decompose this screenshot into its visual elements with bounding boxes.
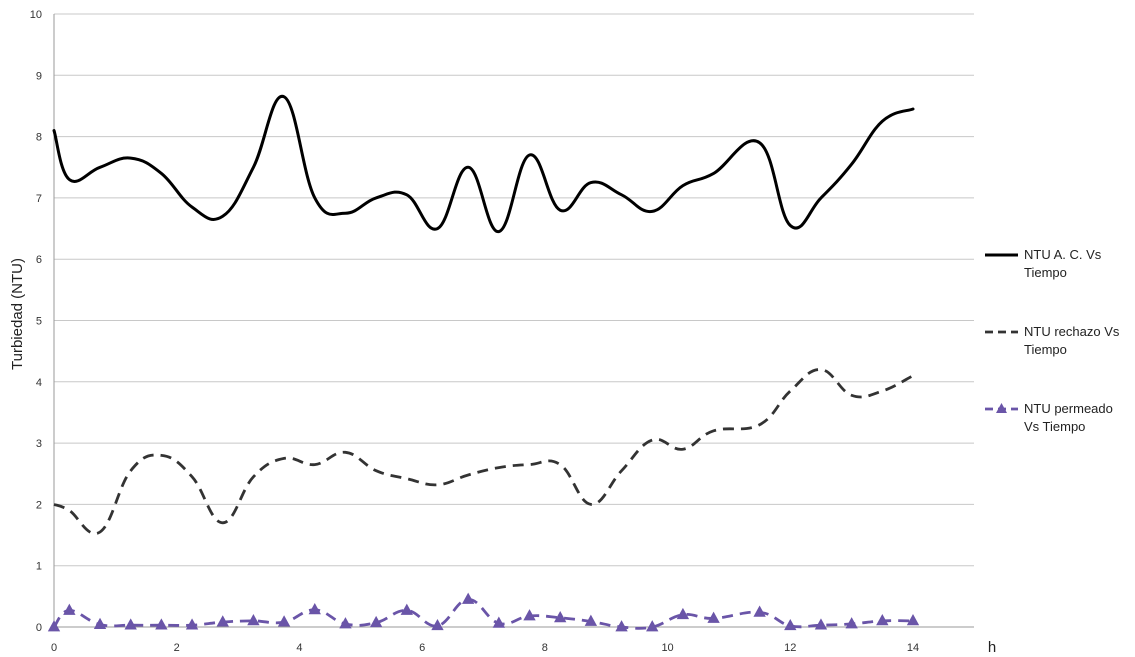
x-tick-label: 14	[907, 642, 919, 654]
data-point-marker	[400, 603, 413, 615]
y-tick-label: 9	[36, 70, 42, 82]
series-line	[52, 597, 914, 630]
data-point-marker	[185, 618, 199, 630]
x-tick-label: 8	[542, 642, 548, 654]
y-tick-label: 4	[36, 377, 42, 389]
data-point-marker	[523, 609, 536, 621]
data-point-marker	[584, 614, 598, 626]
series-3	[47, 592, 920, 632]
legend-marker	[996, 403, 1007, 413]
data-point-marker	[277, 615, 291, 627]
data-point-marker	[615, 620, 628, 632]
series-1	[52, 95, 915, 234]
x-tick-label: 12	[784, 642, 796, 654]
data-point-marker	[369, 615, 383, 628]
data-point-marker	[753, 605, 766, 617]
data-point-marker	[339, 617, 352, 629]
data-point-marker	[906, 614, 920, 626]
x-axis-ticks: 0 2 4 6 8 10 12 14	[51, 642, 919, 654]
data-point-marker	[646, 620, 659, 632]
y-tick-label: 3	[36, 438, 42, 450]
y-tick-label: 7	[36, 193, 42, 205]
x-axis-label: h	[988, 639, 996, 656]
x-tick-label: 10	[661, 642, 673, 654]
legend-label: NTU permeado	[1024, 401, 1113, 416]
series-layer	[47, 95, 920, 632]
data-point-marker	[63, 603, 76, 615]
series-line	[53, 368, 914, 535]
grid	[53, 13, 974, 628]
data-point-marker	[93, 617, 107, 629]
data-point-marker	[247, 614, 260, 626]
series-line	[52, 95, 915, 234]
x-tick-label: 4	[296, 642, 302, 654]
data-point-marker	[216, 615, 229, 627]
y-tick-label: 6	[36, 254, 42, 266]
data-point-marker	[845, 617, 858, 629]
data-point-marker	[461, 592, 475, 604]
data-point-marker	[554, 610, 567, 623]
y-tick-label: 10	[30, 9, 42, 21]
data-point-marker	[784, 618, 797, 631]
legend-label: NTU rechazo Vs	[1024, 324, 1120, 339]
legend-label: NTU A. C. Vs	[1024, 247, 1102, 262]
data-point-marker	[814, 618, 828, 630]
legend-item: NTU rechazo Vs Tiempo	[985, 324, 1120, 357]
series-2	[53, 368, 914, 535]
legend-label: Tiempo	[1024, 342, 1067, 357]
data-point-marker	[47, 620, 61, 632]
data-point-marker	[155, 618, 168, 630]
data-point-marker	[492, 616, 506, 628]
x-tick-label: 6	[419, 642, 425, 654]
x-tick-label: 0	[51, 642, 57, 654]
y-tick-label: 8	[36, 132, 42, 144]
y-tick-label: 5	[36, 316, 42, 328]
data-point-marker	[124, 618, 137, 630]
y-tick-label: 0	[36, 622, 42, 634]
y-tick-label: 1	[36, 561, 42, 573]
legend-label: Vs Tiempo	[1024, 419, 1085, 434]
y-tick-label: 2	[36, 499, 42, 511]
data-point-marker	[308, 603, 321, 615]
data-point-marker	[431, 618, 444, 631]
data-point-marker	[707, 611, 720, 623]
legend-item: NTU permeado Vs Tiempo	[985, 401, 1113, 434]
data-point-marker	[676, 607, 690, 620]
y-axis-label: Turbiedad (NTU)	[9, 258, 26, 370]
y-axis-ticks: 0 1 2 3 4 5 6 7 8 9 10	[30, 9, 42, 634]
legend-label: Tiempo	[1024, 265, 1067, 280]
data-point-marker	[876, 614, 889, 626]
x-tick-label: 2	[174, 642, 180, 654]
legend-item: NTU A. C. Vs Tiempo	[985, 247, 1102, 280]
